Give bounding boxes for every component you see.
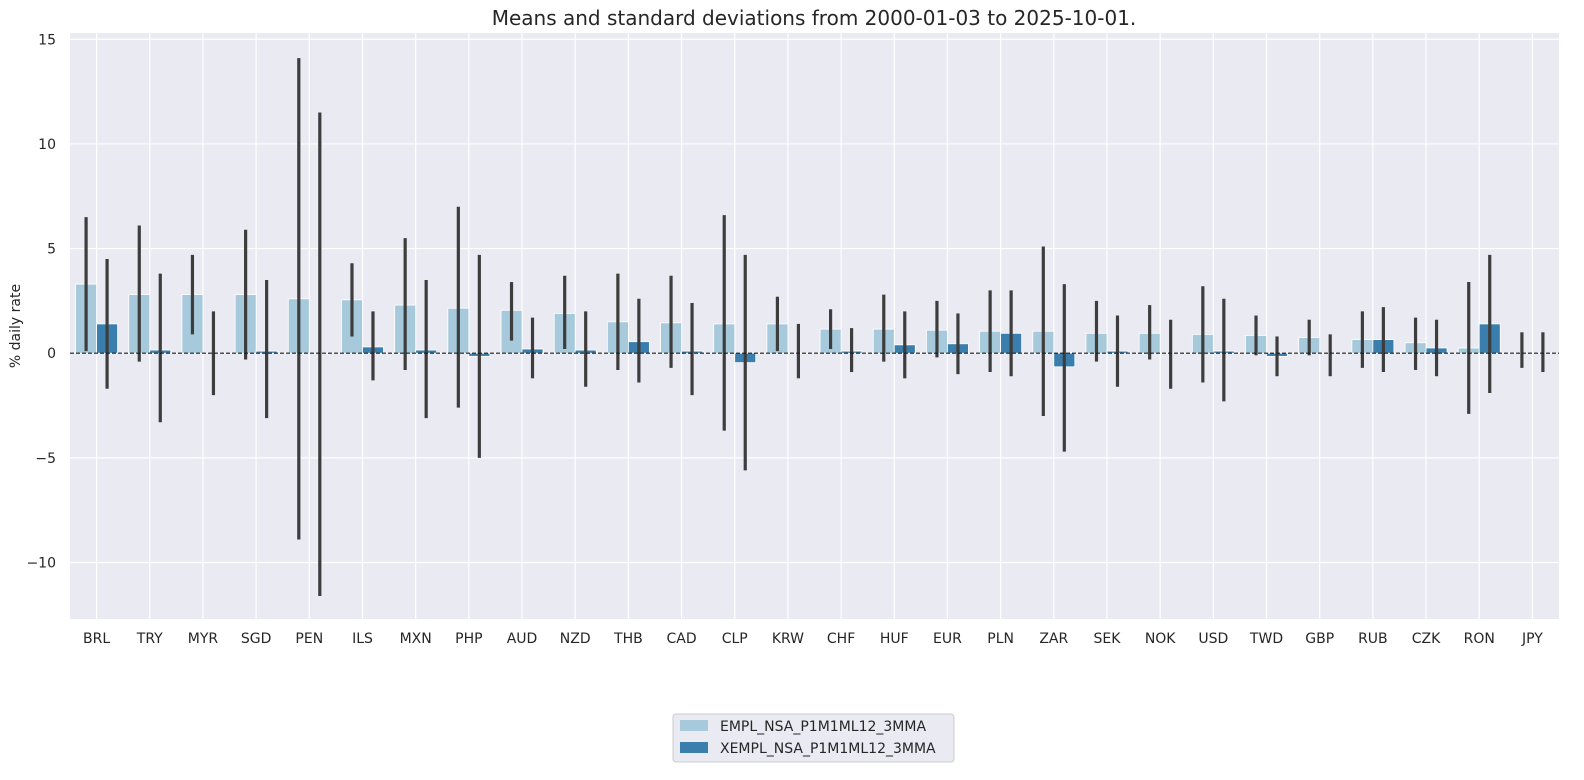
x-tick-label: PLN (987, 631, 1014, 647)
x-tick-label: AUD (507, 631, 538, 647)
legend-label-empl: EMPL_NSA_P1M1ML12_3MMA (720, 719, 926, 735)
x-tick-label: USD (1198, 631, 1228, 647)
y-tick-label: −5 (35, 451, 56, 467)
plot-background (70, 33, 1559, 619)
x-tick-label: ILS (352, 631, 373, 647)
x-tick-label: CHF (827, 631, 855, 647)
x-tick-label: NZD (560, 631, 591, 647)
x-tick-label: ZAR (1039, 631, 1068, 647)
x-tick-label: SEK (1094, 631, 1122, 647)
x-tick-label: NOK (1145, 631, 1176, 647)
x-tick-label: HUF (880, 631, 909, 647)
chart-title: Means and standard deviations from 2000-… (492, 6, 1137, 30)
x-tick-label: RON (1464, 631, 1495, 647)
legend-label-xempl: XEMPL_NSA_P1M1ML12_3MMA (720, 741, 936, 757)
x-tick-label: CLP (722, 631, 748, 647)
legend-box (672, 713, 955, 763)
x-tick-label: JPY (1521, 631, 1543, 647)
y-tick-label: 10 (38, 137, 56, 153)
y-axis-ticks: −10 −5 0 5 10 15 (26, 32, 56, 571)
legend: EMPL_NSA_P1M1ML12_3MMA XEMPL_NSA_P1M1ML1… (672, 713, 955, 763)
y-tick-label: 0 (47, 346, 56, 362)
x-tick-label: KRW (772, 631, 804, 647)
error-bars (84, 58, 1545, 596)
x-tick-label: THB (613, 631, 643, 647)
x-tick-label: TWD (1249, 631, 1283, 647)
y-axis-label: % daily rate (8, 284, 24, 368)
x-tick-label: EUR (933, 631, 962, 647)
y-tick-label: 15 (38, 32, 56, 48)
x-tick-label: TRY (136, 631, 163, 647)
x-tick-label: MYR (188, 631, 219, 647)
x-axis-ticks: BRL TRY MYR SGD PEN ILS MXN PHP AUD NZD THB CAD CLP K… (83, 631, 1543, 647)
x-tick-label: BRL (83, 631, 110, 647)
x-tick-label: SGD (241, 631, 272, 647)
legend-swatch-xempl (680, 742, 708, 753)
x-tick-label: PEN (295, 631, 323, 647)
legend-swatch-empl (680, 720, 708, 731)
x-tick-label: GBP (1305, 631, 1334, 647)
x-tick-label: RUB (1358, 631, 1388, 647)
y-tick-label: 5 (47, 242, 56, 258)
x-tick-label: MXN (400, 631, 432, 647)
x-tick-label: CAD (666, 631, 696, 647)
x-tick-label: CZK (1412, 631, 1441, 647)
y-tick-label: −10 (26, 555, 56, 571)
x-tick-label: PHP (455, 631, 482, 647)
